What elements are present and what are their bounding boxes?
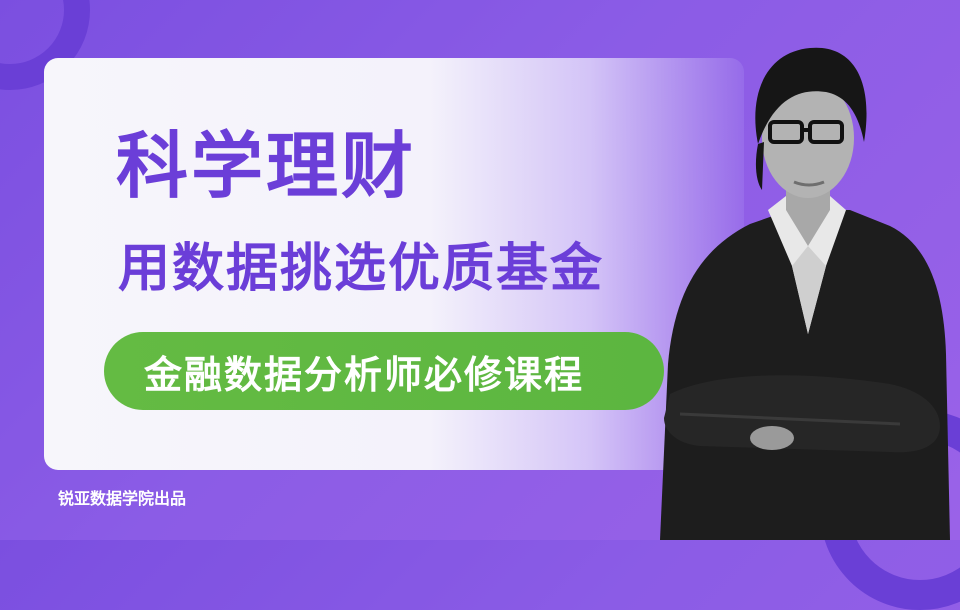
course-tag-pill: 金融数据分析师必修课程 xyxy=(104,332,664,410)
instructor-photo xyxy=(660,47,950,540)
instructor-sweater xyxy=(660,210,950,540)
publisher-label: 锐亚数据学院出品 xyxy=(58,489,187,508)
instructor-hair xyxy=(755,47,867,144)
instructor-arms xyxy=(664,375,940,453)
course-subtitle: 用数据挑选优质基金 xyxy=(118,239,605,299)
course-title: 科学理财 xyxy=(116,124,417,208)
course-tag-label: 金融数据分析师必修课程 xyxy=(144,352,585,397)
instructor-hand xyxy=(750,426,794,450)
